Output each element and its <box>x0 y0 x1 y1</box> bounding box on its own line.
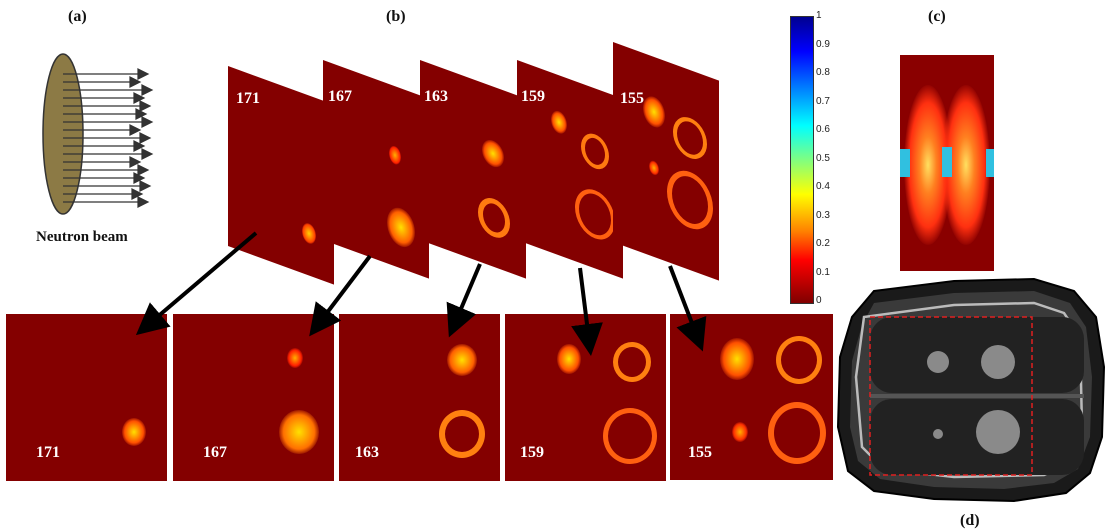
colorbar-tick: 0 <box>816 295 822 306</box>
beam-source-ellipse <box>42 53 84 215</box>
colorbar-tick: 0.3 <box>816 210 830 221</box>
colorbar-tick: 0.1 <box>816 267 830 278</box>
colorbar-tick: 0.4 <box>816 181 830 192</box>
large-insert-upper <box>981 345 1015 379</box>
skewed-slice-label: 155 <box>620 90 644 107</box>
bottom-slice-label: 155 <box>688 444 712 461</box>
label-d: (d) <box>960 512 980 529</box>
bottom-slice-label: 167 <box>203 444 227 461</box>
label-b: (b) <box>386 8 406 25</box>
skewed-slice-155 <box>613 42 719 281</box>
colorbar-tick: 0.5 <box>816 153 830 164</box>
bottom-slice-label: 171 <box>36 444 60 461</box>
colorbar-tick: 0.9 <box>816 39 830 50</box>
bottom-slice-163 <box>339 314 500 481</box>
roi-box <box>869 316 1033 476</box>
colorbar-tick: 0.2 <box>816 238 830 249</box>
skewed-slice-label: 159 <box>521 88 545 105</box>
colorbar-tick: 0.6 <box>816 124 830 135</box>
colorbar-tick: 0.8 <box>816 67 830 78</box>
skewed-slice-label: 167 <box>328 88 352 105</box>
bottom-slice-167 <box>173 314 334 481</box>
small-insert-lower <box>933 429 943 439</box>
small-insert-upper <box>927 351 949 373</box>
neutron-beam-diagram <box>42 53 154 215</box>
label-c: (c) <box>928 8 946 25</box>
beam-profile-image <box>900 55 994 271</box>
colorbar-tick: 1 <box>816 10 822 21</box>
bottom-slice-label: 159 <box>520 444 544 461</box>
large-insert-lower <box>976 410 1020 454</box>
skewed-slice-label: 171 <box>236 90 260 107</box>
label-a: (a) <box>68 8 87 25</box>
skewed-slice-label: 163 <box>424 88 448 105</box>
beam-arrows <box>63 68 154 208</box>
phantom-cross-section <box>836 277 1106 503</box>
upper-chamber <box>870 317 1084 393</box>
bottom-slice-171 <box>6 314 167 481</box>
beam-label: Neutron beam <box>36 229 128 245</box>
colorbar-tick: 0.7 <box>816 96 830 107</box>
colorbar <box>790 16 814 304</box>
bottom-slice-label: 163 <box>355 444 379 461</box>
